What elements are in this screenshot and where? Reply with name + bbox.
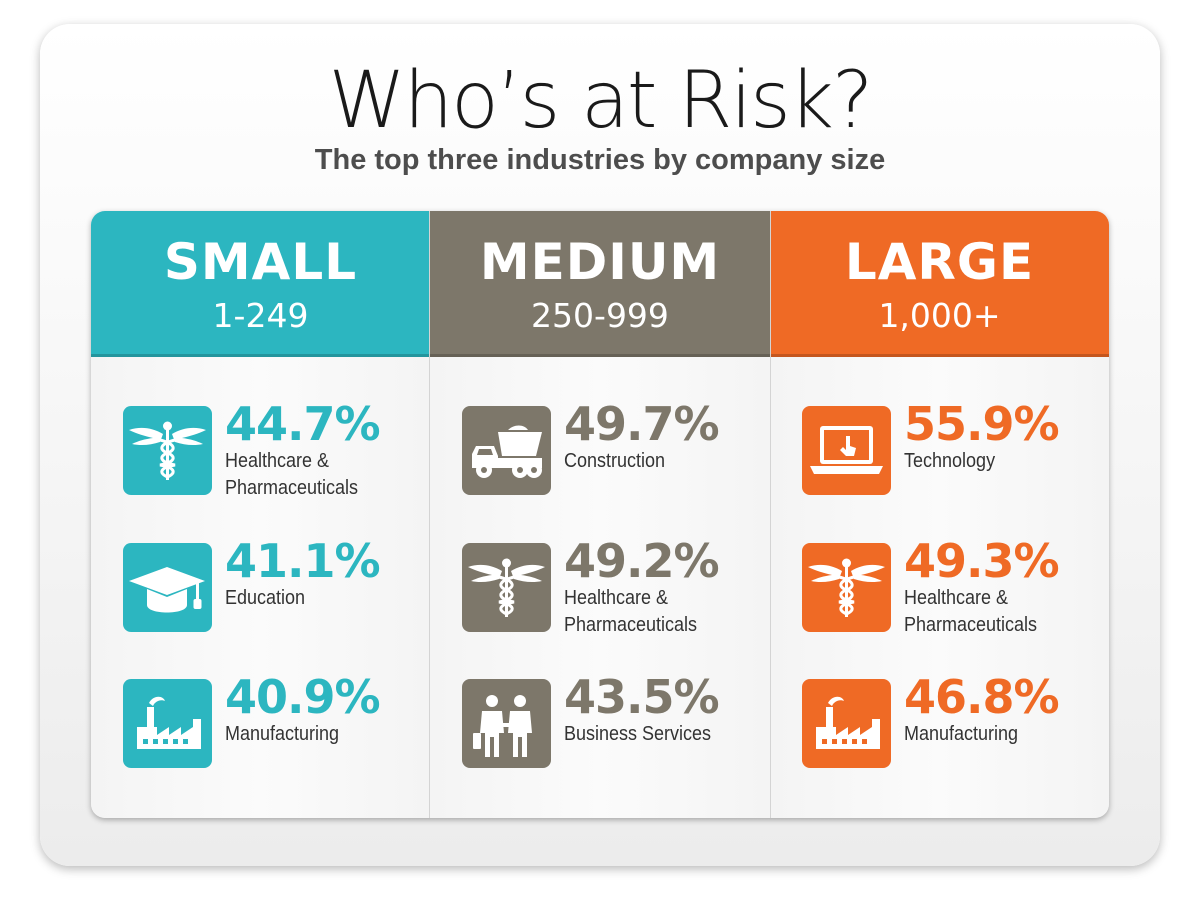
industry-row: 41.1% Education [123,535,423,633]
column-range: 1-249 [212,296,309,335]
column-name: MEDIUM [479,233,721,291]
industry-label-line: Manufacturing [225,723,340,745]
column-header-medium: MEDIUM 250-999 [430,211,770,357]
column-name: SMALL [163,233,358,291]
column-header-large: LARGE 1,000+ [770,211,1109,357]
industry-percent: 55.9% [904,397,1060,451]
factory-icon [123,679,212,768]
industry-label: Healthcare & Pharmaceuticals [904,585,1084,639]
industry-percent: 49.3% [904,534,1060,588]
industry-percent: 46.8% [904,670,1060,724]
industry-row: 40.9% Manufacturing [123,671,423,769]
industry-label: Education [225,585,405,612]
infographic-subtitle: The top three industries by company size [314,144,886,176]
industry-row: 55.9% Technology [802,398,1102,496]
industry-label-line: Pharmaceuticals [564,614,698,636]
industry-row: 44.7% Healthcare & Pharmaceuticals [123,398,423,499]
industry-label-line: Healthcare & [225,450,330,472]
industry-row: 43.5% Business Services [462,671,762,769]
industry-table: SMALL 1-249 44.7% [91,211,1109,818]
caduceus-icon [802,543,891,632]
caduceus-icon [462,543,551,632]
dump-truck-icon [462,406,551,495]
industry-row: 49.7% Construction [462,398,762,496]
column-small: SMALL 1-249 44.7% [91,211,430,818]
industry-percent: 41.1% [225,534,381,588]
industry-label: Healthcare & Pharmaceuticals [564,585,744,639]
laptop-icon [802,406,891,495]
industry-percent: 44.7% [225,397,381,451]
column-large: LARGE 1,000+ 55.9% Technology [770,211,1109,818]
industry-row: 49.3% Healthcare & Pharmaceuticals [802,535,1102,636]
industry-label-line: Technology [904,450,996,472]
industry-percent: 43.5% [564,670,720,724]
industry-label-line: Education [225,587,306,609]
industry-label-line: Manufacturing [904,723,1019,745]
business-people-icon [462,679,551,768]
industry-row: 49.2% Healthcare & Pharmaceuticals [462,535,762,636]
industry-label-line: Construction [564,450,666,472]
caduceus-icon [123,406,212,495]
graduation-cap-icon [123,543,212,632]
column-range: 1,000+ [878,296,1001,335]
industry-label-line: Pharmaceuticals [225,477,359,499]
industry-label-line: Business Services [564,723,712,745]
industry-percent: 49.2% [564,534,720,588]
industry-label: Manufacturing [225,721,405,748]
industry-label: Manufacturing [904,721,1084,748]
factory-icon [802,679,891,768]
industry-percent: 40.9% [225,670,381,724]
industry-label: Business Services [564,721,744,748]
column-name: LARGE [844,233,1035,291]
industry-row: 46.8% Manufacturing [802,671,1102,769]
column-header-small: SMALL 1-249 [91,211,430,357]
industry-label: Construction [564,448,744,475]
industry-label: Healthcare & Pharmaceuticals [225,448,405,502]
column-medium: MEDIUM 250-999 [430,211,770,818]
industry-label: Technology [904,448,1084,475]
industry-label-line: Pharmaceuticals [904,614,1038,636]
industry-label-line: Healthcare & [564,587,669,609]
infographic-title: Who’s at Risk? [328,56,874,146]
industry-percent: 49.7% [564,397,720,451]
industry-label-line: Healthcare & [904,587,1009,609]
column-range: 250-999 [531,296,669,335]
